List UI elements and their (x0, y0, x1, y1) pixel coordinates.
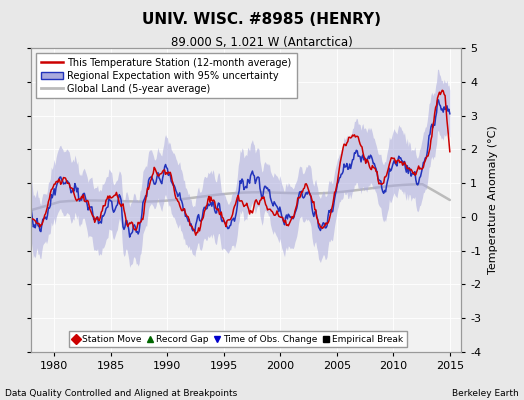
Text: Data Quality Controlled and Aligned at Breakpoints: Data Quality Controlled and Aligned at B… (5, 389, 237, 398)
Text: Berkeley Earth: Berkeley Earth (452, 389, 519, 398)
Y-axis label: Temperature Anomaly (°C): Temperature Anomaly (°C) (488, 126, 498, 274)
Text: 89.000 S, 1.021 W (Antarctica): 89.000 S, 1.021 W (Antarctica) (171, 36, 353, 49)
Text: UNIV. WISC. #8985 (HENRY): UNIV. WISC. #8985 (HENRY) (143, 12, 381, 27)
Legend: Station Move, Record Gap, Time of Obs. Change, Empirical Break: Station Move, Record Gap, Time of Obs. C… (69, 331, 407, 348)
